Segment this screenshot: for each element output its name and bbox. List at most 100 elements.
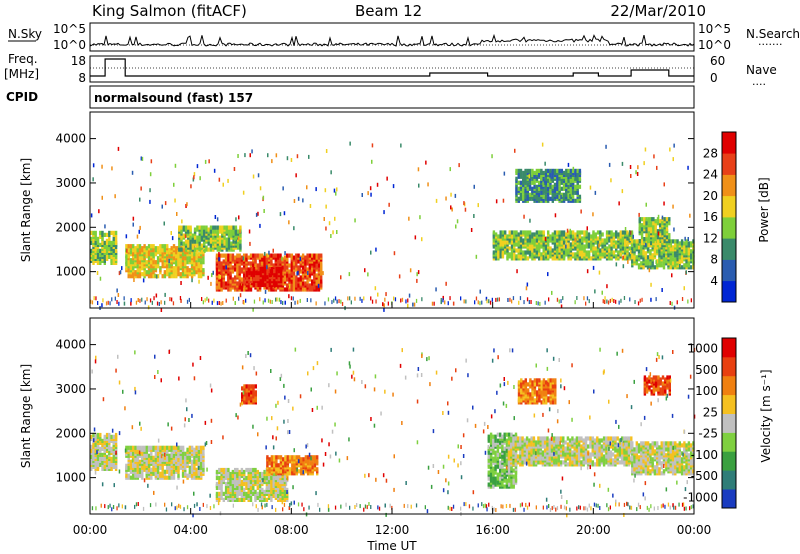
scatter-cell (669, 255, 672, 260)
noise-cell (648, 268, 651, 273)
scatter-cell (241, 392, 244, 397)
ground-cell (333, 298, 335, 303)
scatter-cell (234, 225, 238, 230)
scatter-cell (254, 253, 257, 258)
scatter-cell (179, 260, 182, 265)
scatter-cell (103, 232, 106, 237)
noise-cell (456, 219, 459, 224)
noise-cell (418, 183, 420, 188)
noise-cell (315, 187, 317, 192)
scatter-cell (596, 242, 600, 247)
scatter-cell (631, 239, 634, 244)
scatter-cell (492, 456, 495, 461)
noise-cell (407, 303, 409, 308)
scatter-cell (275, 459, 278, 464)
scatter-cell (549, 250, 552, 255)
scatter-cell (168, 248, 171, 253)
ground-cell (415, 298, 418, 303)
scatter-cell (92, 432, 95, 438)
colorbar-tick-label: 8 (710, 253, 718, 267)
scatter-cell (188, 457, 192, 462)
noise-cell (451, 207, 453, 212)
scatter-cell (538, 252, 541, 257)
scatter-cell (243, 253, 246, 258)
noise-cell (263, 209, 265, 213)
ground-cell (225, 298, 227, 303)
noise-cell (369, 186, 372, 191)
scatter-cell (494, 450, 497, 455)
scatter-cell (190, 254, 194, 259)
scatter-cell (224, 267, 228, 272)
scatter-cell (647, 233, 651, 238)
scatter-cell (553, 230, 557, 235)
scatter-cell (129, 475, 133, 480)
scatter-cell (526, 186, 529, 191)
scatter-cell (172, 266, 176, 271)
scatter-cell (177, 445, 180, 450)
scatter-cell (574, 168, 577, 173)
scatter-cell (103, 448, 106, 453)
noise-cell (349, 141, 351, 146)
ground-cell (188, 297, 190, 302)
scatter-cell (254, 257, 257, 262)
date-title: 22/Mar/2010 (610, 2, 706, 20)
scatter-cell (283, 287, 287, 292)
scatter-cell (195, 256, 198, 261)
scatter-cell (166, 258, 169, 263)
scatter-cell (108, 236, 111, 241)
scatter-cell (101, 466, 104, 471)
scatter-cell (508, 230, 511, 235)
ground-cell (548, 297, 550, 302)
scatter-cell (315, 265, 318, 270)
scatter-cell (266, 282, 269, 288)
scatter-cell (252, 398, 255, 403)
ground-cell (116, 300, 118, 304)
scatter-cell (205, 225, 208, 230)
scatter-cell (306, 273, 309, 278)
scatter-cell (261, 267, 265, 272)
scatter-cell (494, 464, 497, 469)
ground-cell (253, 299, 256, 304)
scatter-cell (138, 260, 142, 265)
scatter-cell (245, 388, 248, 393)
noise-cell (603, 300, 606, 304)
colorbar-tick-label: 4 (710, 274, 718, 288)
scatter-cell (594, 240, 597, 245)
scatter-cell (188, 445, 192, 450)
scatter-cell (576, 198, 579, 203)
scatter-cell (499, 254, 502, 259)
scatter-cell (259, 271, 262, 276)
scatter-cell (181, 445, 185, 450)
scatter-cell (316, 459, 319, 464)
scatter-cell (129, 445, 133, 450)
scatter-cell (547, 168, 550, 173)
scatter-cell (565, 176, 568, 181)
scatter-cell (227, 239, 231, 244)
noise-cell (248, 229, 251, 234)
noise-cell (408, 216, 410, 221)
scatter-cell (542, 194, 545, 199)
scatter-cell (496, 438, 500, 443)
scatter-cell (247, 473, 250, 479)
scatter-cell (232, 239, 235, 244)
scatter-cell (313, 463, 317, 468)
ground-cell (164, 300, 166, 305)
ground-cell (431, 301, 434, 306)
scatter-cell (624, 230, 627, 235)
ground-cell (149, 298, 152, 303)
noise-cell (569, 194, 571, 198)
ground-cell (292, 296, 294, 301)
scatter-cell (637, 263, 641, 268)
noise-cell (150, 159, 153, 164)
scatter-cell (261, 275, 265, 280)
ground-cell (393, 296, 395, 301)
scatter-cell (524, 172, 527, 177)
scatter-cell (92, 448, 95, 453)
scatter-cell (143, 445, 146, 450)
scatter-cell (99, 248, 102, 253)
ground-cell (634, 300, 636, 304)
noise-cell (234, 237, 236, 241)
scatter-cell (141, 455, 144, 460)
scatter-cell (156, 469, 160, 474)
